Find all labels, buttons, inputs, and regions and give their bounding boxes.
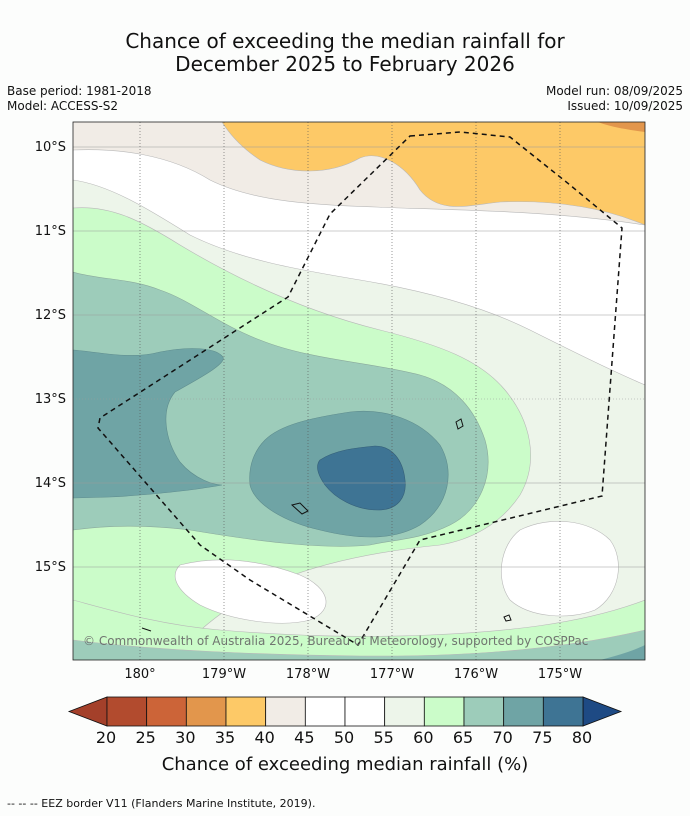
colorbar-tick-labels: 20 25 30 35 40 45 50 55 60 65 70 75 80 <box>96 728 592 747</box>
colorbar-tick-label: 20 <box>96 728 116 747</box>
colorbar-cell <box>542 696 584 727</box>
band-dark-orange <box>598 122 645 132</box>
lon-label: 176°W <box>454 667 498 682</box>
band-orange <box>221 122 645 226</box>
probability-field <box>73 122 645 660</box>
colorbar-tick-label: 55 <box>373 728 393 747</box>
copyright-text: © Commonwealth of Australia 2025, Bureau… <box>83 634 588 648</box>
band-blue <box>317 445 406 511</box>
base-period: Base period: 1981-2018 <box>7 84 152 98</box>
colorbar-cell <box>423 696 465 727</box>
band-south-mid <box>73 629 645 660</box>
island-east <box>503 614 512 622</box>
band-teal <box>73 348 224 499</box>
meta-right: Model run: 08/09/2025 Issued: 10/09/2025 <box>546 84 683 114</box>
lon-label: 178°W <box>286 667 330 682</box>
lat-label: 12°S <box>35 308 66 323</box>
colorbar-tick-label: 65 <box>453 728 473 747</box>
lat-label: 11°S <box>35 224 66 239</box>
islands <box>141 418 512 632</box>
lat-labels: 10°S 11°S 12°S 13°S 14°S 15°S <box>35 140 66 575</box>
band-south-green <box>73 599 645 660</box>
island-south <box>141 627 152 632</box>
colorbar-tick-label: 30 <box>175 728 195 747</box>
colorbar-tick-label: 70 <box>492 728 512 747</box>
colorbar-cells <box>106 696 584 727</box>
colorbar-high-extend <box>582 696 623 727</box>
colorbar-tick-label: 35 <box>215 728 235 747</box>
lat-label: 14°S <box>35 476 66 491</box>
colorbar-tick-label: 40 <box>254 728 274 747</box>
colorbar-cell <box>503 696 544 727</box>
title-line-1: Chance of exceeding the median rainfall … <box>125 29 565 53</box>
map-frame <box>72 121 646 661</box>
band-south-teal <box>600 645 645 660</box>
colorbar-cell <box>106 696 148 727</box>
colorbar-tick-label: 60 <box>413 728 433 747</box>
graticule <box>73 122 645 660</box>
band-east-white-patch <box>500 521 619 617</box>
colorbar-cell <box>384 696 425 727</box>
colorbar-cell <box>185 696 227 727</box>
lon-label: 175°W <box>538 667 582 682</box>
chart-title: Chance of exceeding the median rainfall … <box>0 30 690 76</box>
meta-left: Base period: 1981-2018 Model: ACCESS-S2 <box>7 84 152 114</box>
colorbar-cell <box>304 696 346 727</box>
map-figure: © Commonwealth of Australia 2025, Bureau… <box>35 121 646 775</box>
lat-label: 15°S <box>35 560 66 575</box>
lon-label: 179°W <box>202 667 246 682</box>
lon-label: 177°W <box>370 667 414 682</box>
eez-border <box>97 131 623 647</box>
island-futuna <box>290 502 309 515</box>
title-line-2: December 2025 to February 2026 <box>175 52 515 76</box>
model-name: Model: ACCESS-S2 <box>7 99 119 113</box>
colorbar-tick-label: 75 <box>532 728 552 747</box>
colorbar-title: Chance of exceeding median rainfall (%) <box>162 754 529 775</box>
colorbar-low-extend <box>67 696 108 727</box>
colorbar-cell <box>225 696 267 727</box>
lon-label: 180° <box>124 667 155 682</box>
model-run: Model run: 08/09/2025 <box>545 84 683 98</box>
island-wallis <box>455 418 464 430</box>
colorbar-cell <box>265 696 306 727</box>
colorbar-tick-label: 80 <box>572 728 592 747</box>
issued-date: Issued: 10/09/2025 <box>567 99 683 113</box>
colorbar-tick-label: 45 <box>294 728 314 747</box>
colorbar-tick-label: 25 <box>135 728 155 747</box>
colorbar-cell <box>344 696 386 727</box>
colorbar-cell <box>463 696 505 727</box>
lat-label: 10°S <box>35 140 66 155</box>
colorbar: 20 25 30 35 40 45 50 55 60 65 70 75 80 Chance of exc… <box>67 696 623 775</box>
colorbar-tick-label: 50 <box>334 728 354 747</box>
lon-labels: 180° 179°W 178°W 177°W 176°W 175°W <box>124 667 582 682</box>
lat-label: 13°S <box>35 392 66 407</box>
colorbar-cell <box>146 696 187 727</box>
eez-legend-note: -- -- -- EEZ border V11 (Flanders Marine… <box>7 797 316 810</box>
